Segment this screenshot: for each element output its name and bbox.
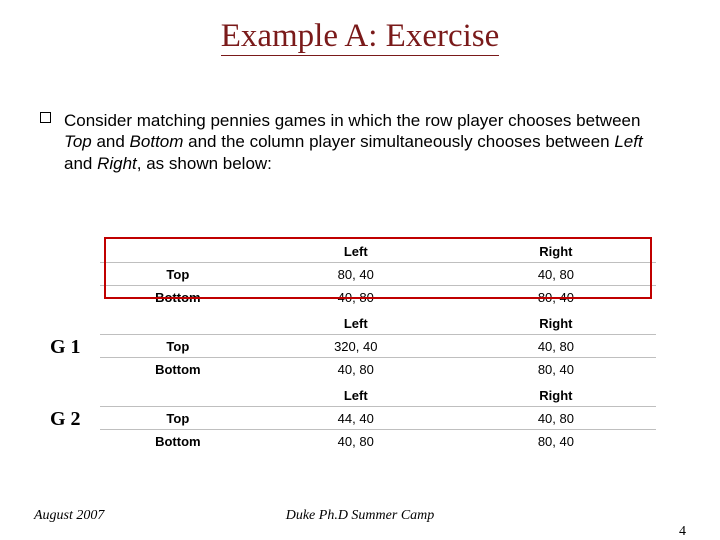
cell: 80, 40 (456, 358, 656, 381)
bullet-word-left: Left (614, 132, 642, 151)
highlight-box (104, 237, 652, 299)
bullet-word-bottom: Bottom (130, 132, 184, 151)
bullet-square-icon (40, 112, 51, 123)
game-table-2: Left Right Top 44, 40 40, 80 Bottom 40, … (100, 384, 656, 452)
footer-center: Duke Ph.D Summer Camp (0, 508, 720, 524)
footer: August 2007 Duke Ph.D Summer Camp 4 (0, 508, 720, 524)
col-header-left: Left (256, 312, 456, 335)
bullet-text-part1: Consider matching pennies games in which… (64, 111, 640, 130)
game-label-g1: G 1 (50, 336, 81, 359)
cell: 44, 40 (256, 407, 456, 430)
cell: 40, 80 (456, 335, 656, 358)
cell: 320, 40 (256, 335, 456, 358)
slide-title: Example A: Exercise (0, 0, 720, 55)
row-label: Bottom (100, 430, 256, 453)
row-label: Bottom (100, 358, 256, 381)
bullet-suffix: , as shown below: (137, 154, 272, 173)
slide-title-text: Example A: Exercise (221, 18, 500, 56)
bullet-word-right: Right (97, 154, 137, 173)
cell: 40, 80 (256, 358, 456, 381)
body-paragraph: Consider matching pennies games in which… (64, 110, 669, 174)
col-header-right: Right (456, 384, 656, 407)
col-header-left: Left (256, 384, 456, 407)
bullet-word-top: Top (64, 132, 92, 151)
cell: 40, 80 (456, 407, 656, 430)
cell: 80, 40 (456, 430, 656, 453)
row-label: Top (100, 335, 256, 358)
bullet-and2: and (64, 154, 97, 173)
bullet-mid: and the column player simultaneously cho… (183, 132, 614, 151)
bullet-and1: and (92, 132, 130, 151)
cell: 40, 80 (256, 430, 456, 453)
footer-page-number: 4 (679, 524, 686, 540)
game-table-1: Left Right Top 320, 40 40, 80 Bottom 40,… (100, 312, 656, 380)
footer-date: August 2007 (34, 508, 104, 524)
game-label-g2: G 2 (50, 408, 81, 431)
row-label: Top (100, 407, 256, 430)
col-header-right: Right (456, 312, 656, 335)
